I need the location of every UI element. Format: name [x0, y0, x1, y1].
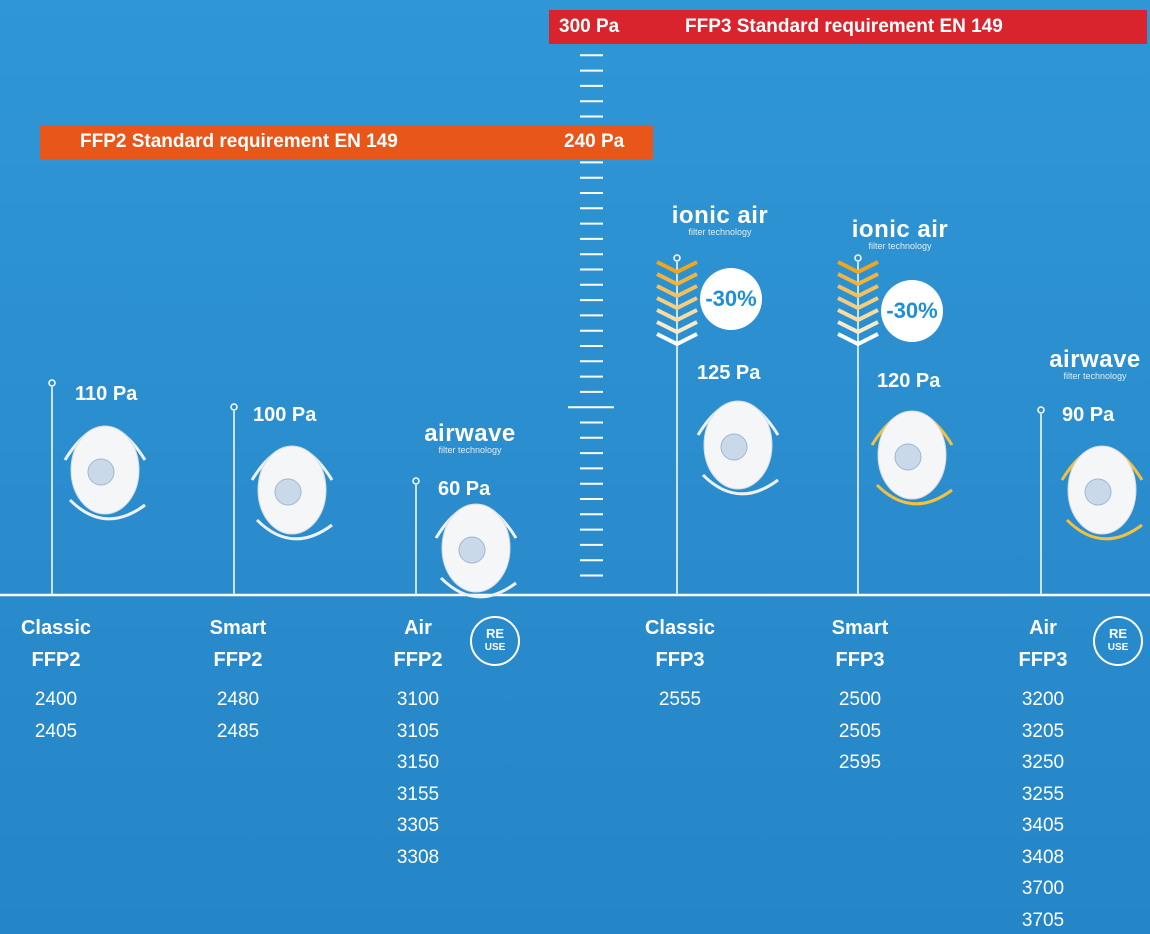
mask-valve [895, 444, 921, 470]
pressure-label: 110 Pa [75, 383, 137, 406]
mask-valve [721, 434, 747, 460]
logo-tagline: filter technology [660, 227, 780, 237]
model-number: 3308 [348, 847, 488, 869]
product-name: Smart [168, 612, 308, 644]
model-number: 3408 [973, 847, 1113, 869]
reuse-text: RE [1095, 627, 1141, 641]
mask-valve [1085, 479, 1111, 505]
pressure-label: 120 Pa [877, 370, 940, 393]
ffp3-pa: 300 Pa [559, 10, 619, 44]
model-number: 3255 [973, 784, 1113, 806]
ffp2-pa: 240 Pa [564, 125, 624, 159]
mask-valve [275, 479, 301, 505]
product-name: Classic [0, 612, 126, 644]
model-number: 3205 [973, 721, 1113, 743]
logo-tagline: filter technology [1035, 371, 1150, 381]
model-number: 2500 [790, 689, 930, 711]
pressure-label: 100 Pa [253, 404, 316, 427]
infographic: 300 Pa FFP3 Standard requirement EN 149 … [0, 0, 1150, 934]
logo-brand: ionic air [660, 202, 780, 230]
product-name: FFP2 [348, 644, 488, 676]
logo-tagline: filter technology [840, 241, 960, 251]
product-name: Air [973, 612, 1113, 644]
ffp2-label: FFP2 Standard requirement EN 149 [80, 125, 398, 159]
model-number: 3700 [973, 878, 1113, 900]
pin-head [231, 404, 237, 410]
model-number: 2595 [790, 752, 930, 774]
model-number: 2400 [0, 689, 126, 711]
logo-brand: ionic air [840, 216, 960, 244]
product-name: Smart [790, 612, 930, 644]
pin-head [674, 255, 680, 261]
model-number: 3405 [973, 815, 1113, 837]
pressure-label: 90 Pa [1062, 404, 1114, 427]
product-name: FFP3 [610, 644, 750, 676]
pin-head [855, 255, 861, 261]
model-number: 3705 [973, 910, 1113, 932]
mask-valve [88, 459, 114, 485]
ffp2-banner: FFP2 Standard requirement EN 149 240 Pa [40, 125, 653, 159]
pressure-label: 60 Pa [438, 478, 490, 501]
product-name: FFP2 [168, 644, 308, 676]
reuse-text: USE [1095, 641, 1141, 655]
ffp3-banner: 300 Pa FFP3 Standard requirement EN 149 [549, 10, 1147, 44]
product-name: Air [348, 612, 488, 644]
pin-head [413, 478, 419, 484]
logo-brand: airwave [410, 420, 530, 448]
model-number: 2405 [0, 721, 126, 743]
reduction-badge: -30% [881, 280, 943, 342]
model-number: 3305 [348, 815, 488, 837]
model-number: 2555 [610, 689, 750, 711]
pin-head [49, 380, 55, 386]
pin-head [1038, 407, 1044, 413]
mask-valve [459, 537, 485, 563]
model-number: 2480 [168, 689, 308, 711]
logo-tagline: filter technology [410, 445, 530, 455]
product-name: FFP3 [973, 644, 1113, 676]
model-number: 2505 [790, 721, 930, 743]
ffp3-label: FFP3 Standard requirement EN 149 [685, 10, 1003, 44]
pressure-label: 125 Pa [697, 362, 760, 385]
model-number: 3200 [973, 689, 1113, 711]
reduction-badge: -30% [700, 268, 762, 330]
model-number: 3155 [348, 784, 488, 806]
product-name: FFP2 [0, 644, 126, 676]
product-name: FFP3 [790, 644, 930, 676]
model-number: 3100 [348, 689, 488, 711]
model-number: 3250 [973, 752, 1113, 774]
model-number: 3150 [348, 752, 488, 774]
model-number: 3105 [348, 721, 488, 743]
model-number: 2485 [168, 721, 308, 743]
logo-brand: airwave [1035, 346, 1150, 374]
product-name: Classic [610, 612, 750, 644]
reuse-text: RE [472, 627, 518, 641]
reuse-text: USE [472, 641, 518, 655]
